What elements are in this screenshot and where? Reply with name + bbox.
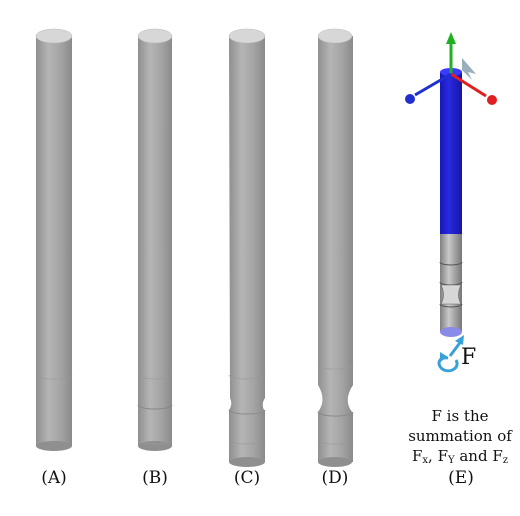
fy-sub: Y <box>447 455 455 466</box>
panel-label-b: (B) <box>142 468 168 488</box>
fx-base: F <box>411 447 423 465</box>
caption-line-3: Fx, FY and Fz <box>400 446 520 471</box>
force-label: F <box>461 345 477 370</box>
panel-label-a: (A) <box>41 468 67 488</box>
panel-label-c: (C) <box>233 468 261 488</box>
fz-sub: z <box>502 455 509 466</box>
sep-2: and <box>454 447 493 465</box>
fz-base: F <box>492 447 503 465</box>
rod-b <box>137 28 173 451</box>
caption-line-1: F is the <box>431 407 489 425</box>
panel-label-e: (E) <box>448 468 474 488</box>
fy-base: F <box>437 447 448 465</box>
triad-axes-icon <box>405 32 497 105</box>
caption-line-2: summation of <box>408 427 512 445</box>
panel-e-caption: F is the summation of Fx, FY and Fz <box>400 406 520 471</box>
rod-a <box>35 28 73 451</box>
force-arrow-icon <box>448 335 464 357</box>
panel-label-d: (D) <box>321 468 349 488</box>
sep-1: , <box>428 447 438 465</box>
rod-c <box>228 28 266 467</box>
rod-d <box>317 28 354 467</box>
rod-e <box>439 68 463 337</box>
moment-arrow-icon <box>437 352 459 373</box>
fx-sub: x <box>422 455 429 466</box>
